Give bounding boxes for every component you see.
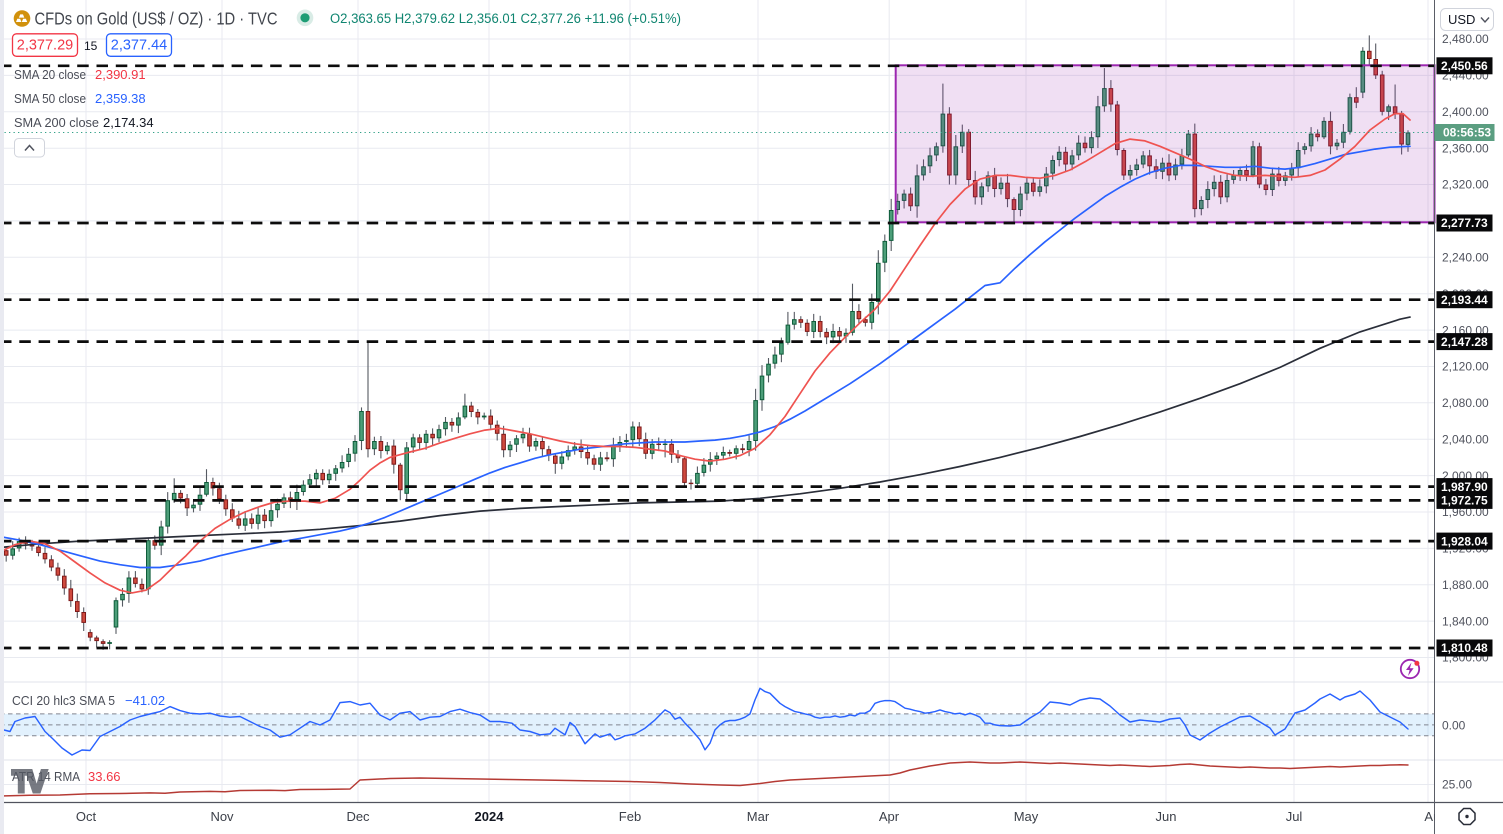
svg-text:May: May [1014,809,1039,824]
svg-text:15: 15 [84,39,98,53]
svg-text:Jul: Jul [1286,809,1303,824]
svg-text:SMA 200 close: SMA 200 close [14,115,99,130]
svg-text:Nov: Nov [210,809,234,824]
svg-text:2,320.00: 2,320.00 [1442,178,1489,192]
svg-text:Apr: Apr [879,809,900,824]
svg-text:Jun: Jun [1156,809,1177,824]
svg-text:2,359.38: 2,359.38 [95,91,146,106]
svg-text:2,120.00: 2,120.00 [1442,360,1489,374]
svg-text:USD: USD [1448,12,1475,27]
svg-text:2,174.34: 2,174.34 [103,115,154,130]
svg-text:1,972.75: 1,972.75 [1441,494,1488,508]
svg-text:2,377.44: 2,377.44 [111,38,167,54]
svg-text:−41.02: −41.02 [125,693,165,708]
svg-text:SMA 20 close: SMA 20 close [14,67,86,82]
svg-text:O2,363.65 H2,379.62 L2,356.01: O2,363.65 H2,379.62 L2,356.01 C2,377.26 … [330,11,681,26]
svg-text:0.00: 0.00 [1442,719,1466,733]
svg-text:2,480.00: 2,480.00 [1442,32,1489,46]
svg-text:2,390.91: 2,390.91 [95,67,146,82]
svg-text:1,987.90: 1,987.90 [1441,480,1488,494]
svg-text:2024: 2024 [475,809,505,824]
svg-text:Mar: Mar [747,809,770,824]
svg-text:Dec: Dec [346,809,370,824]
svg-text:33.66: 33.66 [88,769,121,784]
svg-text:08:56:53: 08:56:53 [1443,126,1491,140]
svg-text:1,880.00: 1,880.00 [1442,578,1489,592]
svg-text:CFDs on Gold (US$ / OZ) · 1D ·: CFDs on Gold (US$ / OZ) · 1D · TVC [35,9,278,29]
svg-text:2,240.00: 2,240.00 [1442,251,1489,265]
svg-text:2,147.28: 2,147.28 [1441,335,1488,349]
svg-text:Feb: Feb [619,809,641,824]
svg-text:25.00: 25.00 [1442,778,1472,792]
svg-text:SMA 50 close: SMA 50 close [14,91,86,106]
svg-text:Oct: Oct [76,809,97,824]
svg-text:1,810.48: 1,810.48 [1441,641,1488,655]
svg-text:Aug: Aug [1424,809,1447,824]
svg-text:2,193.44: 2,193.44 [1441,293,1488,307]
svg-text:2,080.00: 2,080.00 [1442,396,1489,410]
svg-text:CCI 20 hlc3 SMA 5: CCI 20 hlc3 SMA 5 [12,693,115,708]
svg-text:1,840.00: 1,840.00 [1442,614,1489,628]
svg-text:2,277.73: 2,277.73 [1441,216,1488,230]
svg-text:2,377.29: 2,377.29 [17,38,73,54]
svg-text:2,040.00: 2,040.00 [1442,432,1489,446]
svg-text:2,360.00: 2,360.00 [1442,141,1489,155]
svg-text:2,400.00: 2,400.00 [1442,105,1489,119]
svg-text:2,450.56: 2,450.56 [1441,59,1488,73]
svg-text:1,928.04: 1,928.04 [1441,534,1488,548]
